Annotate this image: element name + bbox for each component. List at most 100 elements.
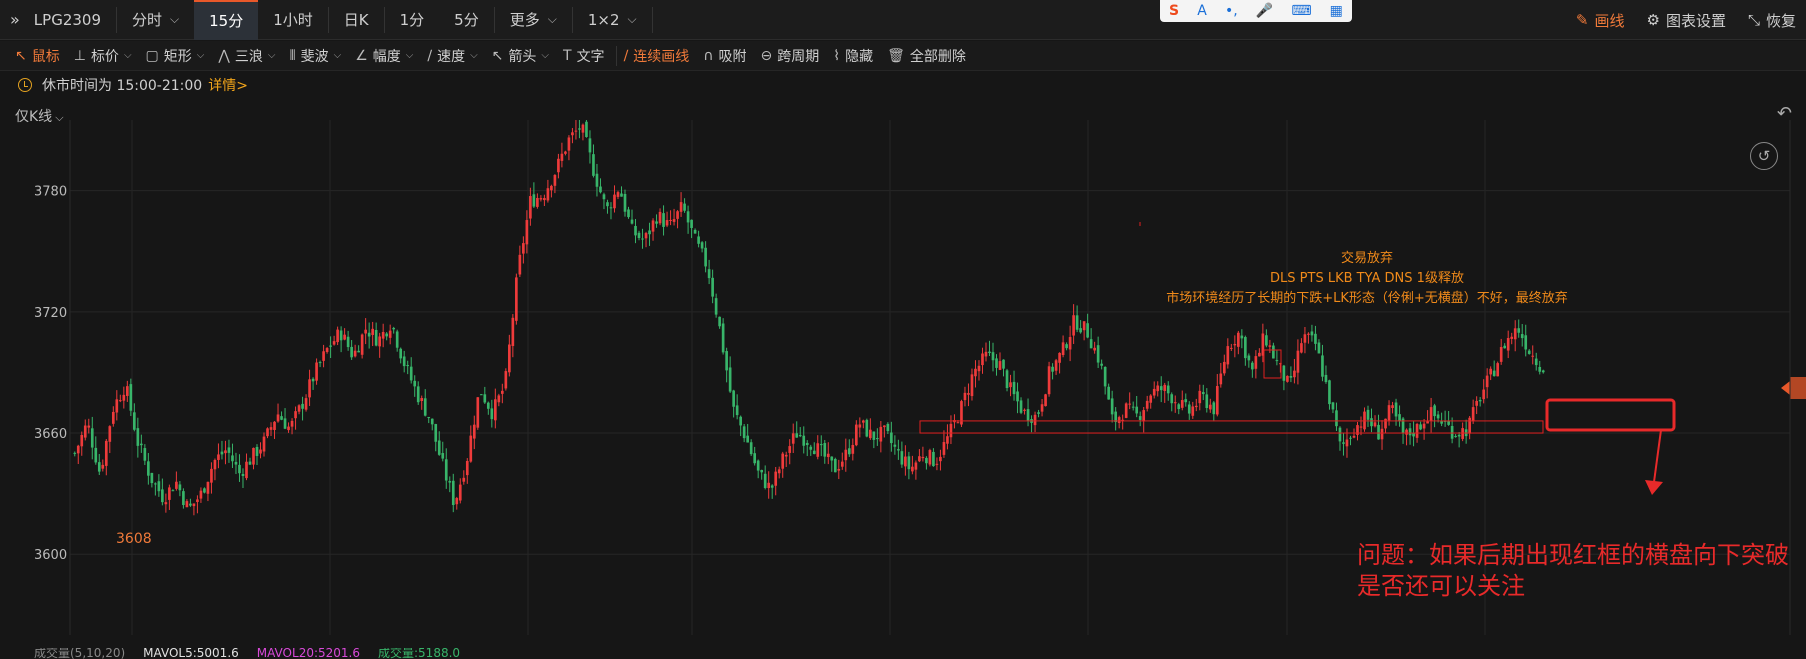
candle-body bbox=[1128, 403, 1132, 405]
candle-body bbox=[175, 481, 178, 489]
candle-body bbox=[886, 423, 890, 432]
tool-delete-all[interactable]: 🗑 全部删除 bbox=[887, 47, 966, 65]
tab-layout[interactable]: 1×2 ⌵ bbox=[587, 10, 637, 29]
symbol-label[interactable]: LPG2309 bbox=[33, 10, 101, 29]
candle-body bbox=[259, 449, 262, 454]
candle-body bbox=[283, 418, 287, 429]
tool-rectangle[interactable]: ▢ 矩形 ⌵ bbox=[145, 47, 205, 65]
candle-body bbox=[1454, 436, 1457, 438]
candle-body bbox=[728, 367, 732, 392]
candle-body bbox=[1307, 333, 1310, 335]
candle-body bbox=[171, 490, 175, 492]
draw-line-button[interactable]: ✎ 画线 bbox=[1575, 11, 1625, 30]
candle-body bbox=[94, 447, 98, 463]
ime-letter-icon[interactable]: A bbox=[1197, 3, 1207, 19]
gear-icon: ⚙ bbox=[1646, 11, 1660, 29]
ime-punct-icon[interactable]: •, bbox=[1224, 3, 1238, 19]
tool-fibonacci[interactable]: ⦀ 斐波 ⌵ bbox=[289, 47, 342, 65]
candle-body bbox=[1419, 424, 1422, 430]
kline-only-dropdown[interactable]: 仅K线 ⌵ bbox=[15, 109, 64, 125]
volume-value: 成交量:5188.0 bbox=[378, 648, 461, 659]
candle-body bbox=[1338, 427, 1342, 442]
candle-body bbox=[434, 424, 438, 442]
tab-daily[interactable]: 日K bbox=[343, 11, 369, 29]
candle-body bbox=[178, 484, 182, 491]
tool-snap[interactable]: ∩ 吸附 bbox=[703, 47, 747, 65]
tab-more[interactable]: 更多 ⌵ bbox=[509, 11, 557, 29]
tab-fenshi[interactable]: 分时 ⌵ bbox=[132, 11, 180, 29]
question-annotation: 问题：如果后期出现红框的横盘向下突破是否还可以关注 bbox=[1357, 541, 1789, 600]
tool-amplitude[interactable]: ∠ 幅度 ⌵ bbox=[355, 47, 414, 65]
tool-continuous-line[interactable]: ∕ 连续画线 bbox=[615, 45, 697, 66]
restore-button[interactable]: ⤡ 恢复 bbox=[1747, 11, 1796, 30]
candle-body bbox=[1538, 366, 1542, 372]
candle-body bbox=[970, 374, 974, 397]
reset-view-icon[interactable]: ↺ bbox=[1750, 142, 1778, 170]
tab-15min[interactable]: 15分 bbox=[194, 0, 259, 40]
kline-chart[interactable]: 3780 3720 3660 3600 3608 交易放弃 DLS PTS LKB T… bbox=[0, 120, 1806, 640]
keyboard-icon[interactable]: ⌨ bbox=[1291, 3, 1312, 19]
tool-arrow[interactable]: ↖ 箭头 ⌵ bbox=[491, 47, 549, 65]
candle-body bbox=[1254, 356, 1258, 369]
candle-body bbox=[956, 422, 960, 424]
volume-label: 成交量(5,10,20) bbox=[34, 648, 126, 659]
tool-hide[interactable]: ⌇ 隐藏 bbox=[833, 47, 874, 65]
candle-body bbox=[1229, 347, 1233, 349]
breakdown-arrow-head bbox=[1645, 480, 1663, 495]
tool-text[interactable]: T 文字 bbox=[563, 47, 605, 65]
candle-body bbox=[1422, 423, 1426, 429]
candle-body bbox=[1394, 402, 1398, 417]
candle-body bbox=[1506, 338, 1510, 351]
microphone-icon[interactable]: 🎤 bbox=[1255, 3, 1274, 19]
undo-icon[interactable]: ↶ bbox=[1776, 103, 1792, 124]
tool-three-wave[interactable]: ⋀ 三浪 ⌵ bbox=[218, 47, 276, 65]
expand-icon[interactable]: » bbox=[10, 10, 20, 29]
candle-body bbox=[560, 153, 564, 161]
tool-cross-period[interactable]: ⊖ 跨周期 bbox=[760, 47, 820, 65]
candle-body bbox=[1142, 410, 1146, 422]
candle-body bbox=[1457, 434, 1461, 437]
candle-body bbox=[1247, 355, 1251, 361]
candle-body bbox=[974, 368, 977, 377]
candle-body bbox=[1517, 328, 1521, 333]
candle-body bbox=[564, 151, 567, 154]
tool-speed[interactable]: ∕ 速度 ⌵ bbox=[427, 47, 478, 65]
candle-body bbox=[1496, 363, 1500, 377]
tab-5min[interactable]: 5分 bbox=[454, 11, 479, 29]
chart-settings-button[interactable]: ⚙ 图表设置 bbox=[1646, 11, 1726, 30]
candle-body bbox=[203, 488, 206, 493]
candle-body bbox=[1023, 409, 1026, 411]
candle-body bbox=[1296, 350, 1300, 373]
tool-price-mark[interactable]: ⊥ 标价 ⌵ bbox=[73, 47, 132, 65]
candle-body bbox=[280, 416, 283, 420]
candle-body bbox=[1398, 414, 1401, 422]
candle-body bbox=[1180, 400, 1184, 408]
candle-body bbox=[683, 203, 686, 211]
candle-body bbox=[1110, 398, 1114, 415]
details-link[interactable]: 详情> bbox=[208, 78, 248, 94]
candle-body bbox=[1524, 335, 1528, 350]
candle-body bbox=[385, 333, 389, 337]
horizontal-range-box bbox=[919, 420, 1544, 434]
candle-body bbox=[1163, 384, 1167, 391]
chevron-down-icon: ⌵ bbox=[170, 12, 180, 26]
candle-body bbox=[108, 426, 112, 442]
candle-body bbox=[865, 419, 869, 437]
tool-mouse[interactable]: ↖ 鼠标 bbox=[15, 47, 60, 65]
candle-body bbox=[844, 449, 848, 461]
candle-body bbox=[364, 329, 367, 334]
low-price-label: 3608 bbox=[116, 531, 152, 547]
tab-1hour[interactable]: 1小时 bbox=[273, 11, 313, 29]
candle-body bbox=[1447, 421, 1450, 425]
candle-body bbox=[655, 221, 658, 224]
ime-logo-icon[interactable]: S bbox=[1169, 3, 1180, 19]
candle-body bbox=[1527, 350, 1531, 354]
candle-body bbox=[1331, 402, 1335, 410]
candle-body bbox=[1103, 366, 1107, 387]
candle-body bbox=[1412, 432, 1415, 437]
candle-body bbox=[662, 213, 665, 227]
grid-icon[interactable]: ▦ bbox=[1329, 3, 1343, 19]
y-tick-label: 3720 bbox=[34, 306, 67, 321]
tab-1min[interactable]: 1分 bbox=[399, 11, 425, 29]
candle-body bbox=[518, 254, 522, 275]
